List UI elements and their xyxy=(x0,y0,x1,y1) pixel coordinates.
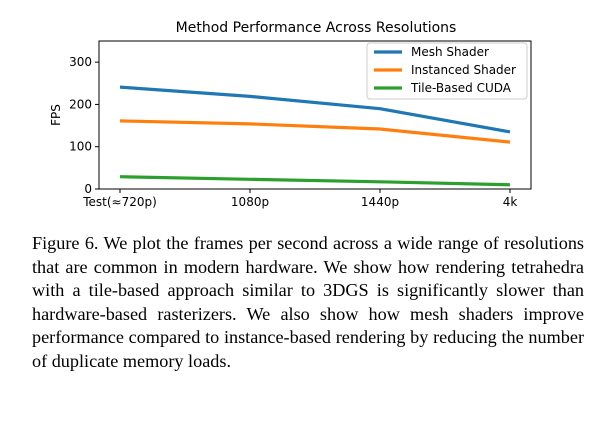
line-chart: Method Performance Across Resolutions FP… xyxy=(49,20,532,209)
legend: Mesh Shader Instanced Shader Tile-Based CU… xyxy=(366,42,528,100)
series-line-2 xyxy=(119,119,511,144)
y-tick-label: 100 xyxy=(69,140,92,154)
y-axis-label: FPS xyxy=(49,104,63,126)
legend-label: Instanced Shader xyxy=(411,63,516,77)
legend-label: Mesh Shader xyxy=(411,45,489,59)
legend-label: Tile-Based CUDA xyxy=(410,81,512,95)
x-tick-label: 1080p xyxy=(231,195,269,209)
x-tick-label: Test(≈720p) xyxy=(82,195,157,209)
legend-box xyxy=(366,42,528,100)
x-tick-label: 1440p xyxy=(361,195,399,209)
series-line-3 xyxy=(119,175,511,187)
y-tick-label: 0 xyxy=(84,182,92,196)
y-tick-label: 200 xyxy=(69,97,92,111)
figure-caption: Figure 6. We plot the frames per second … xyxy=(32,233,584,371)
x-axis: Test(≈720p) 1080p 1440p 4k xyxy=(82,189,517,209)
chart-title: Method Performance Across Resolutions xyxy=(176,20,457,36)
plot-frame xyxy=(98,40,532,190)
y-tick-label: 300 xyxy=(69,55,92,69)
series-lines xyxy=(119,85,511,187)
series-line-1 xyxy=(119,85,511,134)
x-tick-label: 4k xyxy=(503,195,518,209)
y-axis: 0 100 200 300 xyxy=(69,55,99,196)
